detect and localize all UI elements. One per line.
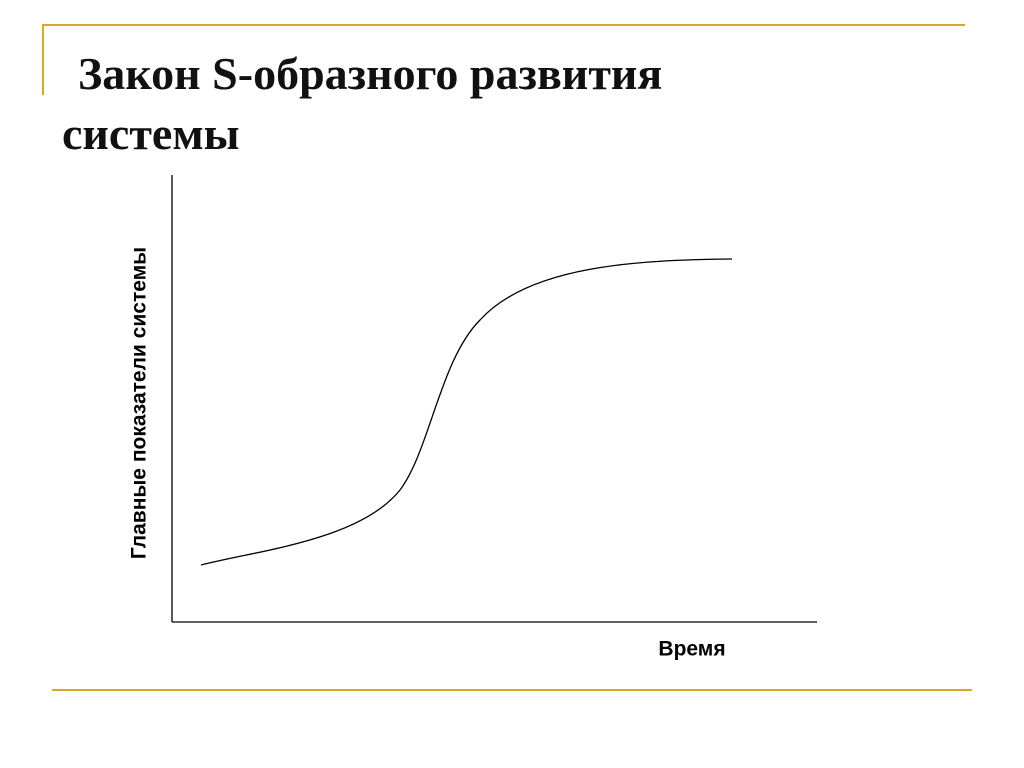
slide-title: Закон S-образного развития системы [62,48,663,159]
x-axis-label: Время [658,638,725,661]
y-axis-label: Главные показатели системы [128,247,151,559]
s-curve [200,258,733,566]
